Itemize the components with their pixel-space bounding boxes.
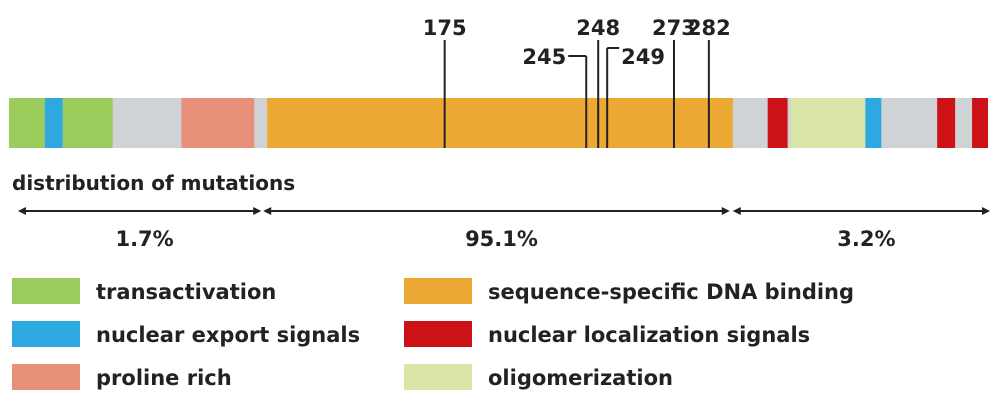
mutation-distribution: 1.7% 95.1% 3.2% xyxy=(17,207,991,251)
mutation-273: 273 xyxy=(652,16,696,148)
legend-swatch xyxy=(12,278,80,304)
legend-label: transactivation xyxy=(96,280,276,304)
mutation-label: 245 xyxy=(522,45,566,69)
range-percent-label: 1.7% xyxy=(115,227,173,251)
range-percent-label: 3.2% xyxy=(837,227,895,251)
legend-item-oligomerization: oligomerization xyxy=(404,364,673,390)
mutation-label: 249 xyxy=(621,45,665,69)
domain-nuclear-localization xyxy=(767,98,788,148)
mutation-245: 245 xyxy=(522,45,588,148)
legend-item-dna-binding: sequence-specific DNA binding xyxy=(404,278,854,304)
legend-label: nuclear export signals xyxy=(96,323,360,347)
distribution-range: 3.2% xyxy=(732,207,991,251)
legend-label: nuclear localization signals xyxy=(488,323,810,347)
legend-item-proline-rich: proline rich xyxy=(12,364,232,390)
legend-swatch xyxy=(12,321,80,347)
mutation-label: 273 xyxy=(652,16,696,40)
domain-proline-rich xyxy=(181,98,255,148)
domain-nuclear-localization xyxy=(972,98,989,148)
domain-transactivation xyxy=(62,98,113,148)
range-arrowhead-right xyxy=(982,207,991,215)
range-arrowhead-right xyxy=(721,207,730,215)
legend-item-nuclear-export: nuclear export signals xyxy=(12,321,360,347)
mutation-175: 175 xyxy=(423,16,467,148)
mutation-248: 248 xyxy=(576,16,620,148)
legend-swatch xyxy=(404,278,472,304)
domain-transactivation xyxy=(8,98,45,148)
legend-swatch xyxy=(404,321,472,347)
range-percent-label: 95.1% xyxy=(465,227,538,251)
mutation-label: 282 xyxy=(687,16,731,40)
distribution-range: 95.1% xyxy=(263,207,730,251)
mutation-282: 282 xyxy=(687,16,731,148)
domain-nuclear-export xyxy=(44,98,63,148)
range-arrowhead-left xyxy=(732,207,741,215)
legend-label: proline rich xyxy=(96,366,232,390)
domain-dna-binding xyxy=(267,98,733,148)
legend-item-nuclear-localization: nuclear localization signals xyxy=(404,321,810,347)
distribution-title: distribution of mutations xyxy=(12,171,295,195)
domain-oligomerization xyxy=(790,98,866,148)
domain-nuclear-export xyxy=(865,98,882,148)
protein-bar xyxy=(8,98,989,148)
legend-label: oligomerization xyxy=(488,366,673,390)
mutation-249: 249 xyxy=(606,45,665,148)
legend-item-transactivation: transactivation xyxy=(12,278,276,304)
legend-swatch xyxy=(404,364,472,390)
legend-swatch xyxy=(12,364,80,390)
range-arrowhead-left xyxy=(17,207,26,215)
mutation-label: 175 xyxy=(423,16,467,40)
range-arrowhead-right xyxy=(253,207,262,215)
legend-label: sequence-specific DNA binding xyxy=(488,280,854,304)
mutation-label: 248 xyxy=(576,16,620,40)
range-arrowhead-left xyxy=(263,207,272,215)
distribution-range: 1.7% xyxy=(17,207,262,251)
domain-nuclear-localization xyxy=(937,98,956,148)
legend: transactivation sequence-specific DNA bin… xyxy=(12,278,854,390)
